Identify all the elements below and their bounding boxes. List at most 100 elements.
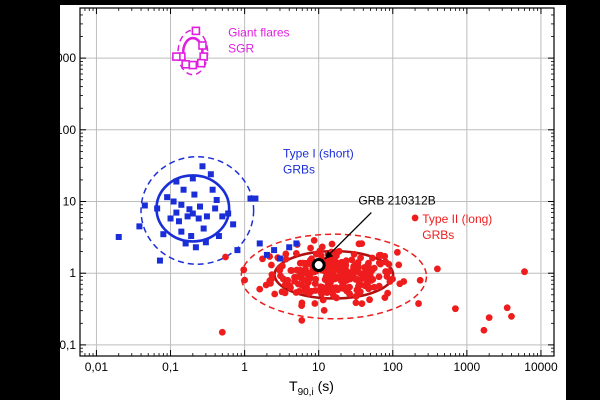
sgr-point — [198, 41, 207, 50]
type-ii-point — [346, 283, 353, 291]
type-i-point — [115, 233, 122, 240]
y-tick-label: 10 — [63, 195, 77, 209]
sgr-point — [191, 26, 201, 36]
type-ii-point — [433, 265, 441, 273]
type-i-point — [175, 218, 182, 225]
type-ii-point — [508, 312, 515, 320]
type-ii-point — [268, 261, 275, 269]
y-tick-label: 1 — [69, 266, 76, 280]
figure-background — [60, 5, 566, 400]
type-i-point — [192, 244, 199, 251]
type-ii-point — [375, 273, 383, 281]
type-i-point — [180, 186, 187, 193]
y-tick-label: 1000 — [49, 51, 76, 65]
sgr-point — [188, 60, 198, 70]
type-i-point — [156, 257, 163, 264]
type-i-point — [189, 210, 196, 217]
type-ii-point — [400, 278, 408, 285]
x-axis-label: T90,i (s) — [289, 378, 334, 398]
type-ii-point — [416, 276, 424, 284]
type-i-point — [225, 210, 232, 217]
annotation-arrow-head — [324, 250, 334, 260]
type-ii-point — [299, 259, 307, 267]
type-ii-point — [331, 284, 338, 292]
type-ii-point — [356, 288, 364, 296]
type-ii-point — [218, 328, 226, 336]
type-ii-point — [316, 247, 324, 255]
type-ii-point — [381, 294, 389, 302]
type-ii-point — [282, 255, 290, 263]
x-axis-label-subscript: 90,i — [298, 387, 314, 398]
type-i-point — [178, 201, 185, 208]
type-ii-point — [271, 290, 279, 298]
type-i-point — [247, 195, 254, 202]
type-i-point — [215, 233, 222, 240]
type-ii-point — [364, 262, 371, 270]
type-i-point — [191, 191, 198, 198]
type-i-label-line1: Type I (short) — [283, 147, 354, 161]
type-i-point — [276, 255, 283, 262]
type-ii-point — [323, 283, 331, 291]
x-axis-label-main: T — [289, 378, 298, 394]
type-ii-point — [303, 270, 311, 278]
type-ii-point — [332, 258, 340, 266]
type-i-point — [173, 178, 180, 185]
type-ii-point — [240, 266, 248, 274]
type-ii-point — [342, 260, 350, 268]
x-tick-label: 0,01 — [85, 360, 109, 374]
type-ii-point — [319, 296, 327, 304]
type-ii-point — [278, 288, 286, 296]
type-ii-point — [318, 290, 326, 298]
type-ii-point — [355, 282, 362, 290]
type-i-point — [202, 239, 209, 246]
type-ii-point — [297, 271, 305, 279]
type-ii-point — [366, 296, 373, 304]
type-ii-point — [288, 267, 295, 274]
type-ii-point — [324, 268, 332, 276]
type-ii-point — [306, 260, 314, 268]
type-ii-point — [361, 274, 369, 282]
type-ii-point — [521, 268, 528, 276]
x-tick-label: 10 — [312, 360, 326, 374]
type-ii-point — [312, 275, 320, 283]
type-ii-point — [293, 266, 301, 274]
type-ii-point — [352, 292, 360, 300]
type-ii-label-line1: Type II (long) — [422, 212, 492, 226]
type-ii-point — [310, 236, 318, 244]
type-i-point — [167, 215, 174, 222]
type-ii-point — [358, 240, 366, 248]
type-ii-point — [393, 248, 401, 256]
sgr-label-line2: SGR — [228, 42, 254, 56]
type-ii-point — [277, 272, 284, 280]
type-ii-point — [375, 251, 383, 259]
type-i-point — [195, 215, 202, 222]
annotation-arrow-line — [324, 212, 372, 260]
type-i-point — [293, 240, 300, 247]
type-ii-point — [485, 314, 493, 322]
type-ii-point — [268, 275, 276, 283]
type-ii-point — [415, 300, 422, 307]
type-ii-point — [358, 300, 366, 307]
type-ii-point — [350, 250, 358, 258]
x-tick-label: 1000 — [454, 360, 481, 374]
type-ii-ellipse-2sigma — [240, 233, 428, 320]
sgr-point — [181, 59, 190, 69]
type-ii-point — [307, 244, 314, 252]
sgr-label-line1: Giant flares — [228, 26, 289, 40]
type-ii-point — [355, 269, 363, 277]
type-ii-point — [284, 276, 292, 284]
type-i-point — [256, 240, 263, 247]
type-ii-point — [276, 265, 284, 273]
type-ii-point — [345, 289, 353, 297]
type-i-point — [219, 213, 226, 220]
type-ii-point — [323, 289, 331, 296]
type-i-point — [154, 205, 161, 212]
type-ii-point — [352, 299, 360, 307]
sgr-point — [172, 52, 181, 61]
type-ii-point — [370, 283, 378, 291]
type-ii-point — [336, 267, 344, 275]
type-ii-point — [368, 266, 376, 274]
type-ii-point — [292, 250, 300, 257]
type-i-point — [141, 202, 148, 209]
